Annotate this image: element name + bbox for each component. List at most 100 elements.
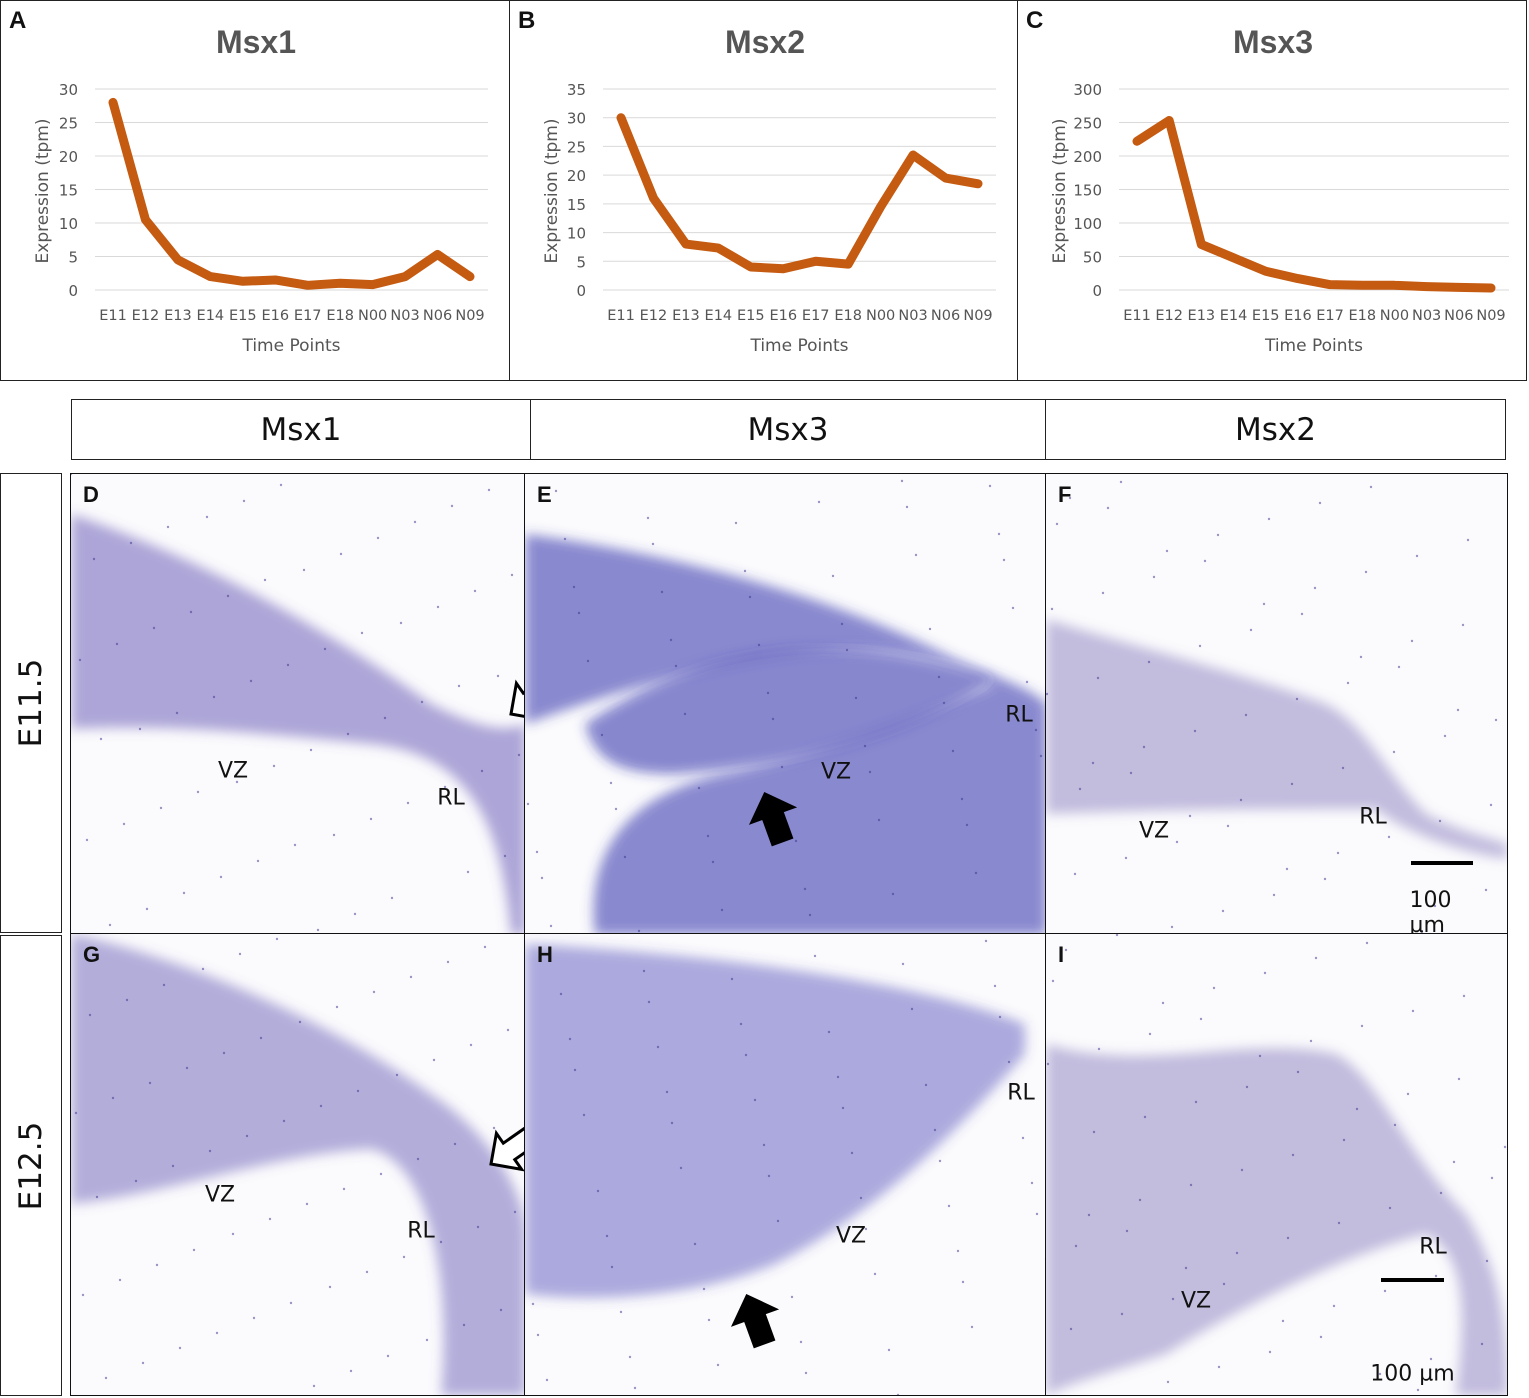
stain-speck [208, 1149, 212, 1153]
stain-speck [166, 525, 170, 529]
stain-speck [1124, 856, 1128, 860]
stain-speck [115, 642, 119, 646]
stain-speck [138, 727, 142, 731]
stain-speck [372, 990, 376, 994]
stain-speck [219, 875, 223, 879]
stain-speck [88, 1013, 92, 1017]
stain-speck [1143, 1115, 1147, 1119]
stain-speck [420, 700, 424, 704]
stain-speck [790, 1295, 794, 1299]
stain-speck [1341, 766, 1345, 770]
stain-speck [469, 1043, 473, 1047]
stain-speck [633, 1386, 637, 1390]
stain-speck [513, 1210, 517, 1214]
stain-speck [1068, 496, 1072, 500]
stain-speck [185, 1066, 189, 1070]
x-tick-label: E12 [132, 308, 160, 324]
stain-speck [956, 1249, 960, 1253]
stain-speck [660, 590, 664, 594]
region-label-vz: VZ [1180, 1288, 1212, 1314]
stain-speck [573, 1068, 577, 1072]
stain-speck [998, 1015, 1002, 1019]
stain-speck [365, 1270, 369, 1274]
stain-speck [914, 553, 918, 557]
tissue-section [525, 944, 1025, 1298]
stain-speck [803, 887, 807, 891]
stain-speck [1369, 485, 1373, 489]
stain-speck [192, 1248, 196, 1252]
scale-bar-label: 100 µm [1370, 1361, 1455, 1387]
stain-speck [1046, 1062, 1050, 1066]
stain-speck [1007, 1060, 1011, 1064]
stain-speck [1272, 893, 1276, 897]
stain-speck [965, 823, 969, 827]
x-tick-label: E11 [607, 308, 635, 324]
stain-speck [619, 1310, 623, 1314]
stain-speck [249, 679, 253, 683]
stain-speck [118, 1278, 122, 1282]
stain-speck [873, 1272, 877, 1276]
stain-speck [457, 684, 461, 688]
stain-speck [125, 998, 129, 1002]
stain-speck [78, 658, 82, 662]
stain-speck [376, 536, 380, 540]
stain-speck [665, 1090, 669, 1094]
y-tick-label: 250 [1073, 115, 1102, 133]
stain-speck [1290, 782, 1294, 786]
stain-speck [1285, 867, 1289, 871]
stain-speck [1189, 1183, 1193, 1187]
stain-speck [1073, 872, 1077, 876]
stain-speck [1034, 728, 1038, 732]
x-tick-label: E16 [769, 308, 797, 324]
chart-msx3: Msx3 0 50 100 150 200 250 300 E11 E12 E13 E14 E15 E16… [1050, 24, 1509, 356]
stain-speck [245, 1134, 249, 1138]
stain-speck [416, 1157, 420, 1161]
stain-speck [1309, 1039, 1313, 1043]
x-tick-label: E13 [164, 308, 192, 324]
panel-letter: G [83, 942, 101, 967]
stain-speck [1240, 1168, 1244, 1172]
stain-speck [286, 663, 290, 667]
stain-speck [1101, 591, 1105, 595]
stain-speck [1439, 1191, 1443, 1195]
stain-speck [1411, 1009, 1415, 1013]
stain-speck [1262, 602, 1266, 606]
stain-speck [794, 839, 798, 843]
stain-speck [974, 871, 978, 875]
stain-speck [540, 876, 544, 880]
stain-speck [159, 806, 163, 810]
stain-speck [863, 744, 867, 748]
stain-speck [1313, 586, 1317, 590]
stain-speck [1438, 819, 1442, 823]
stain-speck [1332, 1304, 1336, 1308]
stain-speck [609, 781, 613, 785]
y-tick-label: 15 [567, 196, 586, 214]
stain-speck [1456, 708, 1460, 712]
stain-speck [808, 913, 812, 917]
stain-speck [900, 479, 904, 483]
stain-speck [483, 945, 487, 949]
region-label-vz: VZ [217, 758, 249, 784]
stain-speck [1281, 1319, 1285, 1323]
stain-speck [1319, 1335, 1323, 1339]
stain-speck [1336, 851, 1340, 855]
region-label-rl: RL [1419, 1234, 1447, 1260]
stain-speck [683, 712, 687, 716]
stain-speck [212, 695, 216, 699]
stain-speck [582, 1113, 586, 1117]
stain-speck [1410, 639, 1414, 643]
stain-speck [231, 1232, 235, 1236]
stain-speck [780, 765, 784, 769]
stain-speck [993, 984, 997, 988]
x-tick-label: E14 [197, 308, 225, 324]
stain-speck [1106, 506, 1110, 510]
stain-speck [697, 786, 701, 790]
stain-speck [450, 504, 454, 508]
stain-speck [134, 1179, 138, 1183]
stain-speck [1074, 1244, 1078, 1248]
stain-speck [1489, 803, 1493, 807]
stain-speck [568, 1037, 572, 1041]
x-axis-label: Time Points [241, 336, 340, 356]
stain-speck [646, 516, 650, 520]
